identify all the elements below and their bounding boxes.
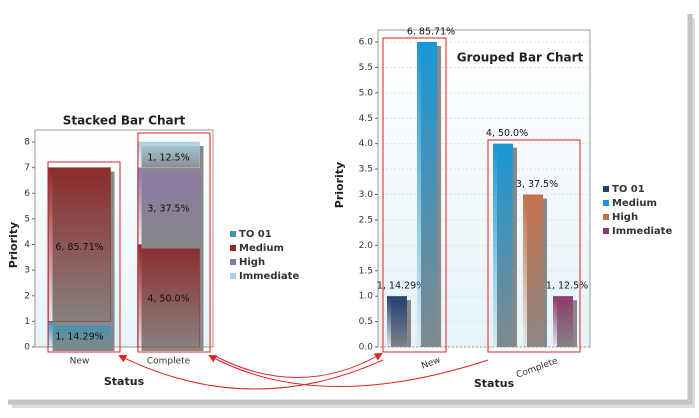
value-label: 4, 50.0% (486, 128, 528, 139)
value-label: 6, 85.71% (55, 242, 103, 253)
y-tick-label: 2.0 (359, 241, 374, 251)
value-label: 1, 12.5% (147, 152, 189, 163)
value-label: 3, 37.5% (147, 204, 189, 215)
bar (387, 296, 407, 347)
value-label: 6, 85.71% (407, 27, 455, 38)
y-tick-label: 5.0 (359, 88, 374, 98)
bar (417, 42, 437, 347)
bar-segment (137, 244, 200, 348)
legend-label: High (612, 212, 638, 223)
legend-swatch (230, 259, 236, 265)
bar (493, 143, 513, 347)
x-tick-label: Complete (147, 357, 191, 367)
highlight-box (137, 132, 211, 353)
value-label: 1, 14.29% (55, 332, 103, 343)
bar-segment (137, 141, 200, 168)
bar-segment (48, 321, 111, 348)
highlight-box (487, 139, 581, 353)
highlight-box (382, 37, 447, 353)
y-tick-label: 3 (24, 266, 30, 276)
highlight-box (47, 161, 121, 353)
y-tick-label: 4.5 (359, 114, 373, 124)
arrow (118, 355, 384, 390)
y-axis-title: Priority (333, 162, 346, 208)
y-tick-label: 3.5 (359, 165, 373, 175)
legend-swatch (603, 228, 609, 234)
y-axis-title: Priority (7, 222, 20, 268)
y-tick-label: 1 (24, 317, 30, 327)
page-shadow (8, 14, 693, 405)
y-tick-label: 0.5 (359, 317, 373, 327)
annotations (47, 37, 581, 390)
plot-area (377, 29, 591, 348)
legend-swatch (230, 245, 236, 251)
y-tick-label: 5.5 (359, 63, 373, 73)
value-label: 1, 12.5% (546, 281, 588, 292)
y-tick-label: 2 (24, 291, 30, 301)
legend-swatch (603, 186, 609, 192)
charts: Stacked Bar Chart Priority Status 0 1 2 3 4 5 6 7 8… (7, 27, 672, 391)
chart-title: Grouped Bar Chart (457, 51, 584, 65)
chart-title: Stacked Bar Chart (63, 114, 186, 128)
y-tick-label: 4.0 (359, 139, 374, 149)
arrow (208, 355, 489, 387)
legend-label: TO 01 (239, 229, 272, 240)
y-tick-label: 6.0 (359, 38, 374, 48)
legend-label: TO 01 (612, 184, 645, 195)
bar-segment (137, 167, 200, 245)
y-tick-label: 5 (24, 214, 30, 224)
legend-label: Medium (239, 243, 284, 254)
y-tick-label: 1.5 (359, 266, 373, 276)
y-tick-label: 1.0 (359, 292, 374, 302)
y-tick-label: 4 (24, 240, 30, 250)
y-tick-label: 3.0 (359, 190, 374, 200)
arrow (214, 353, 383, 378)
value-label: 4, 50.0% (147, 293, 189, 304)
x-axis-title: Status (474, 377, 515, 390)
y-tick-label: 0.0 (359, 343, 374, 353)
legend-swatch (230, 273, 236, 279)
x-axis-title: Status (104, 375, 145, 388)
bar (553, 296, 573, 347)
y-tick-label: 8 (24, 138, 30, 148)
legend-swatch (230, 231, 236, 237)
y-tick-label: 6 (24, 189, 30, 199)
value-label: 1, 14.29% (377, 281, 425, 292)
y-tick-label: 7 (24, 163, 30, 173)
y-tick-label: 2.5 (359, 215, 373, 225)
legend-label: Immediate (612, 226, 672, 237)
bar (523, 194, 543, 347)
y-tick-label: 0 (24, 343, 30, 353)
page-shadow (12, 18, 695, 408)
legend-label: Medium (612, 198, 657, 209)
value-label: 3, 37.5% (516, 179, 558, 190)
legend-swatch (603, 214, 609, 220)
legend-swatch (603, 200, 609, 206)
x-tick-label: New (70, 357, 90, 367)
x-tick-label: New (420, 355, 442, 371)
legend-label: Immediate (239, 271, 299, 282)
legend-label: High (239, 257, 265, 268)
x-tick-label: Complete (515, 356, 560, 380)
